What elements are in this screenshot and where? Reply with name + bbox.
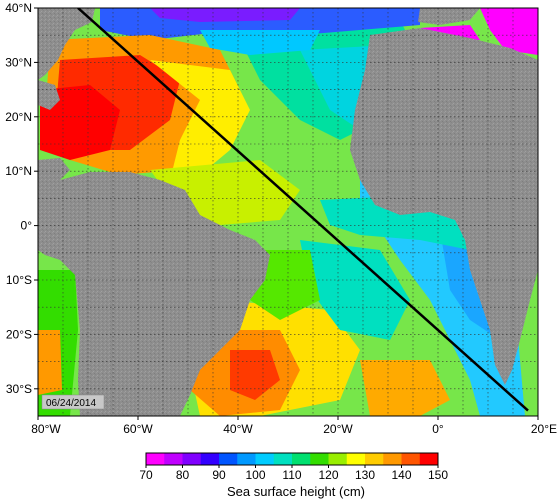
- colorbar-tick-label: 90: [212, 468, 226, 482]
- map-frame: [37, 7, 539, 417]
- ocean-region-south-east-orange: [360, 360, 450, 416]
- colorbar-swatch: [237, 453, 256, 465]
- land-florida: [38, 80, 60, 110]
- ocean-region-pacific-orange: [38, 330, 62, 395]
- latitude-axis: 40°N 30°N 20°N 10°N 0° 10°S 20°S 30°S: [5, 1, 38, 396]
- colorbar-tick-label: 130: [355, 468, 375, 482]
- lon-tick-label: 0°: [432, 422, 444, 436]
- lon-tick-label: 60°W: [123, 422, 153, 436]
- date-stamp-text: 06/24/2014: [46, 398, 96, 409]
- ocean-region-northwest-purple: [150, 8, 300, 22]
- colorbar-swatch: [273, 453, 293, 465]
- colorbar-title: Sea surface height (cm): [227, 484, 365, 499]
- land-africa: [350, 28, 538, 385]
- graticule-grid: [38, 8, 538, 416]
- lat-tick-label: 20°S: [6, 327, 32, 341]
- ocean-region-mediterranean: [480, 8, 538, 55]
- lat-tick-label: 10°S: [6, 273, 32, 287]
- lon-tick-label: 20°E: [531, 422, 557, 436]
- ocean-region-sargasso-yellow: [150, 60, 250, 180]
- ship-track-line: [77, 8, 529, 412]
- colorbar-swatch: [383, 453, 402, 465]
- colorbar-swatch: [255, 453, 275, 465]
- colorbar-swatch: [200, 453, 220, 465]
- lat-tick-label: 20°N: [5, 110, 32, 124]
- colorbar-swatch: [328, 453, 348, 465]
- colorbar-tick-label: 80: [176, 468, 190, 482]
- lon-tick-label: 40°W: [223, 422, 253, 436]
- ocean-region-mediterranean-west: [420, 25, 480, 40]
- ocean-region-south-mid-cyan: [300, 240, 410, 340]
- colorbar-swatch: [146, 453, 165, 465]
- lat-tick-label: 10°N: [5, 164, 32, 178]
- colorbar-swatch: [419, 453, 439, 465]
- colorbar-swatch: [401, 453, 421, 465]
- lat-tick-label: 30°N: [5, 55, 32, 69]
- colorbar: 70 80 90 100 110 120 130 140 150: [139, 452, 448, 482]
- lon-tick-label: 20°W: [323, 422, 353, 436]
- lat-tick-label: 0°: [21, 219, 33, 233]
- map-plot-area: [38, 8, 538, 416]
- colorbar-swatch: [292, 453, 311, 465]
- colorbar-tick-label: 110: [282, 468, 301, 482]
- land-central-america: [38, 158, 70, 190]
- colorbar-tick-label: 100: [245, 468, 265, 482]
- land-north-america: [38, 8, 95, 80]
- colorbar-tick-label: 140: [391, 468, 411, 482]
- date-stamp: 06/24/2014: [41, 394, 105, 410]
- ocean-region-south-red: [230, 350, 280, 400]
- colorbar-swatch: [182, 453, 202, 465]
- land-masses: [38, 8, 538, 416]
- lat-tick-label: 30°S: [6, 382, 32, 396]
- lat-tick-label: 40°N: [5, 1, 32, 15]
- colorbar-tick-label: 120: [318, 468, 338, 482]
- colorbar-swatch: [164, 453, 183, 465]
- colorbar-tick-label: 70: [139, 468, 153, 482]
- colorbar-swatch: [346, 453, 366, 465]
- colorbar-swatch: [310, 453, 329, 465]
- colorbar-swatch: [365, 453, 384, 465]
- ocean-region-caribbean-red: [40, 85, 120, 160]
- lon-tick-label: 80°W: [31, 422, 61, 436]
- date-stamp-box: [41, 394, 105, 410]
- colorbar-tick-label: 150: [428, 468, 448, 482]
- longitude-axis: 80°W 60°W 40°W 20°W 0° 20°E: [31, 416, 557, 436]
- land-iberia: [418, 8, 480, 25]
- land-south-america: [38, 172, 270, 416]
- ocean-region-northwest-cyan: [200, 30, 320, 55]
- colorbar-swatch: [219, 453, 238, 465]
